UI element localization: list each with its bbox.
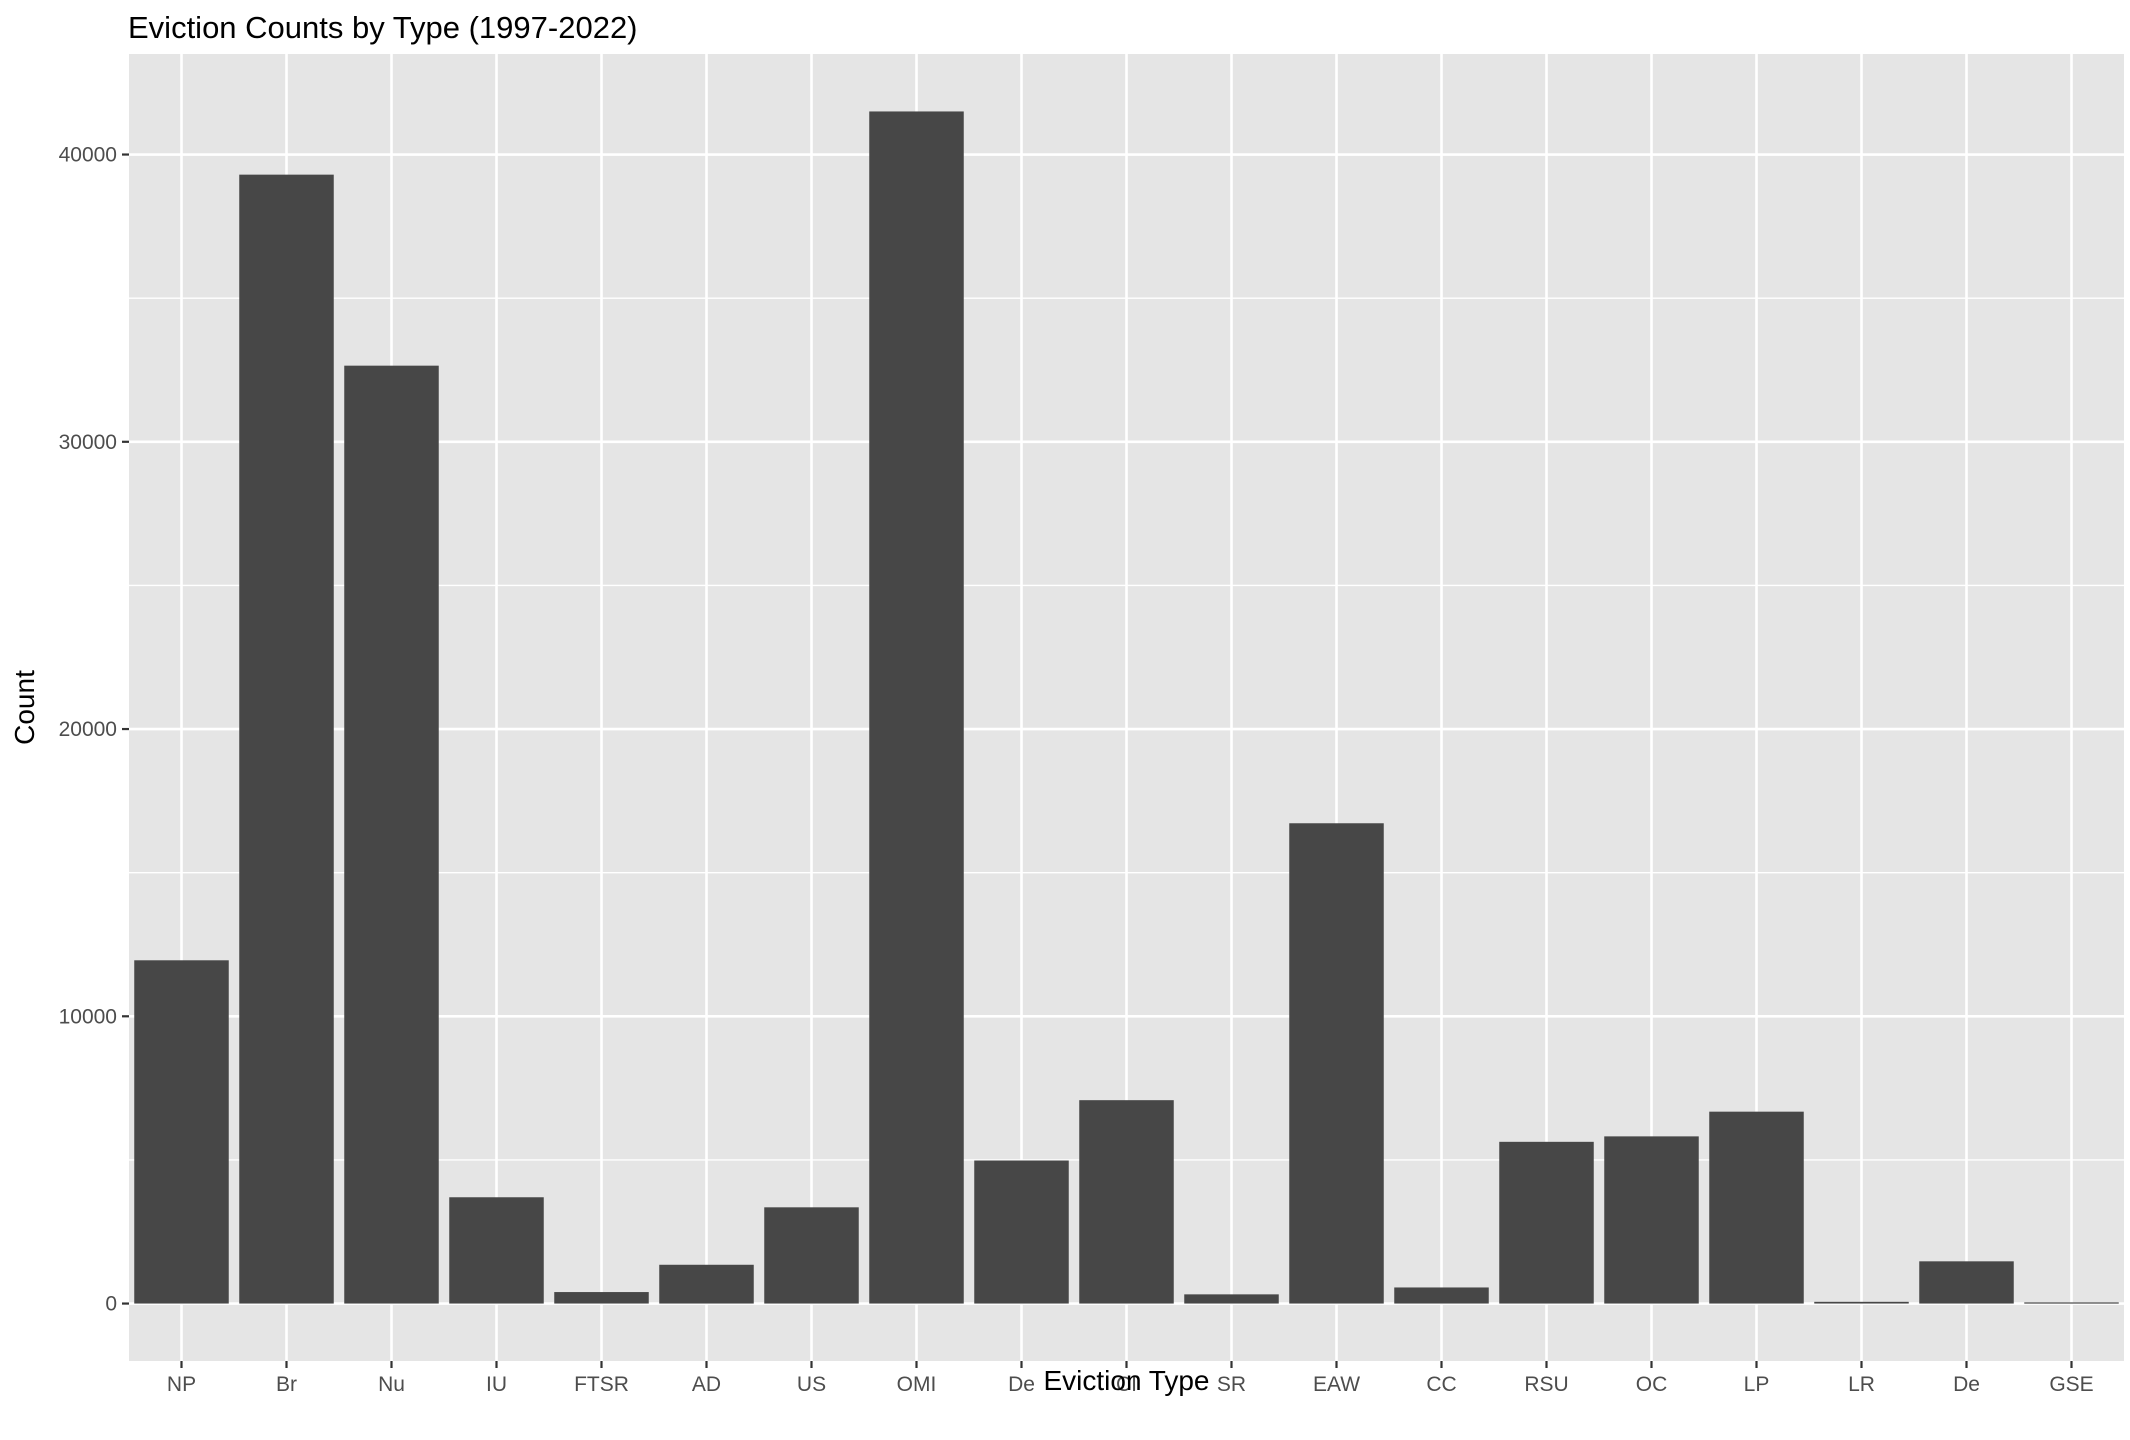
y-axis: 0 10000 20000 30000 40000: [59, 144, 129, 1316]
bar-de-17: [1919, 1261, 2014, 1304]
y-tick-label: 40000: [59, 144, 117, 167]
x-tick-label: LR: [1848, 1373, 1875, 1396]
x-tick-label: EAW: [1313, 1373, 1360, 1396]
bar-oc-14: [1604, 1136, 1699, 1304]
bar-us-6: [764, 1207, 859, 1304]
y-tick-label: 20000: [59, 718, 117, 741]
y-axis-title: Count: [9, 670, 40, 745]
bar-eaw-11: [1289, 823, 1384, 1304]
bar-ci-9: [1079, 1100, 1174, 1304]
y-tick-label: 10000: [59, 1005, 117, 1028]
y-tick-label: 0: [105, 1293, 117, 1316]
bar-sr-10: [1184, 1294, 1279, 1304]
bar-ftsr-4: [554, 1292, 649, 1304]
x-tick-label: OMI: [897, 1373, 937, 1396]
x-tick-label: LP: [1744, 1373, 1770, 1396]
bar-np-0: [134, 960, 229, 1304]
bar-rsu-13: [1499, 1141, 1594, 1304]
x-axis: NP Br Nu IU FTSR AD US OMI De CI SR EAW CC RSU OC LP LR D…: [167, 1361, 2094, 1396]
x-tick-label: FTSR: [574, 1373, 629, 1396]
x-tick-label: De: [1953, 1373, 1980, 1396]
x-tick-label: RSU: [1524, 1373, 1568, 1396]
bar-ad-5: [659, 1264, 754, 1304]
x-tick-label: De: [1008, 1373, 1035, 1396]
x-tick-label: Nu: [378, 1373, 405, 1396]
y-tick-label: 30000: [59, 431, 117, 454]
bar-gse-18: [2024, 1302, 2119, 1304]
bar-lr-16: [1814, 1301, 1909, 1304]
x-tick-label: OC: [1636, 1373, 1668, 1396]
x-tick-label: AD: [692, 1373, 721, 1396]
chart-title: Eviction Counts by Type (1997-2022): [128, 10, 638, 45]
x-tick-label: Br: [276, 1373, 297, 1396]
bars: [134, 111, 2119, 1304]
x-tick-label: NP: [167, 1373, 196, 1396]
bar-br-1: [239, 174, 334, 1304]
x-tick-label: US: [797, 1373, 826, 1396]
bar-cc-12: [1394, 1287, 1489, 1304]
bar-omi-7: [869, 111, 964, 1304]
bar-iu-3: [449, 1197, 544, 1304]
x-tick-label: CC: [1426, 1373, 1456, 1396]
x-tick-label: GSE: [2049, 1373, 2093, 1396]
x-axis-title: Eviction Type: [1043, 1365, 1209, 1396]
x-tick-label: CI: [1116, 1373, 1137, 1396]
x-tick-label: SR: [1217, 1373, 1246, 1396]
bar-nu-2: [344, 365, 439, 1304]
x-tick-label: IU: [486, 1373, 507, 1396]
bar-lp-15: [1709, 1111, 1804, 1304]
bar-de-8: [974, 1160, 1069, 1304]
